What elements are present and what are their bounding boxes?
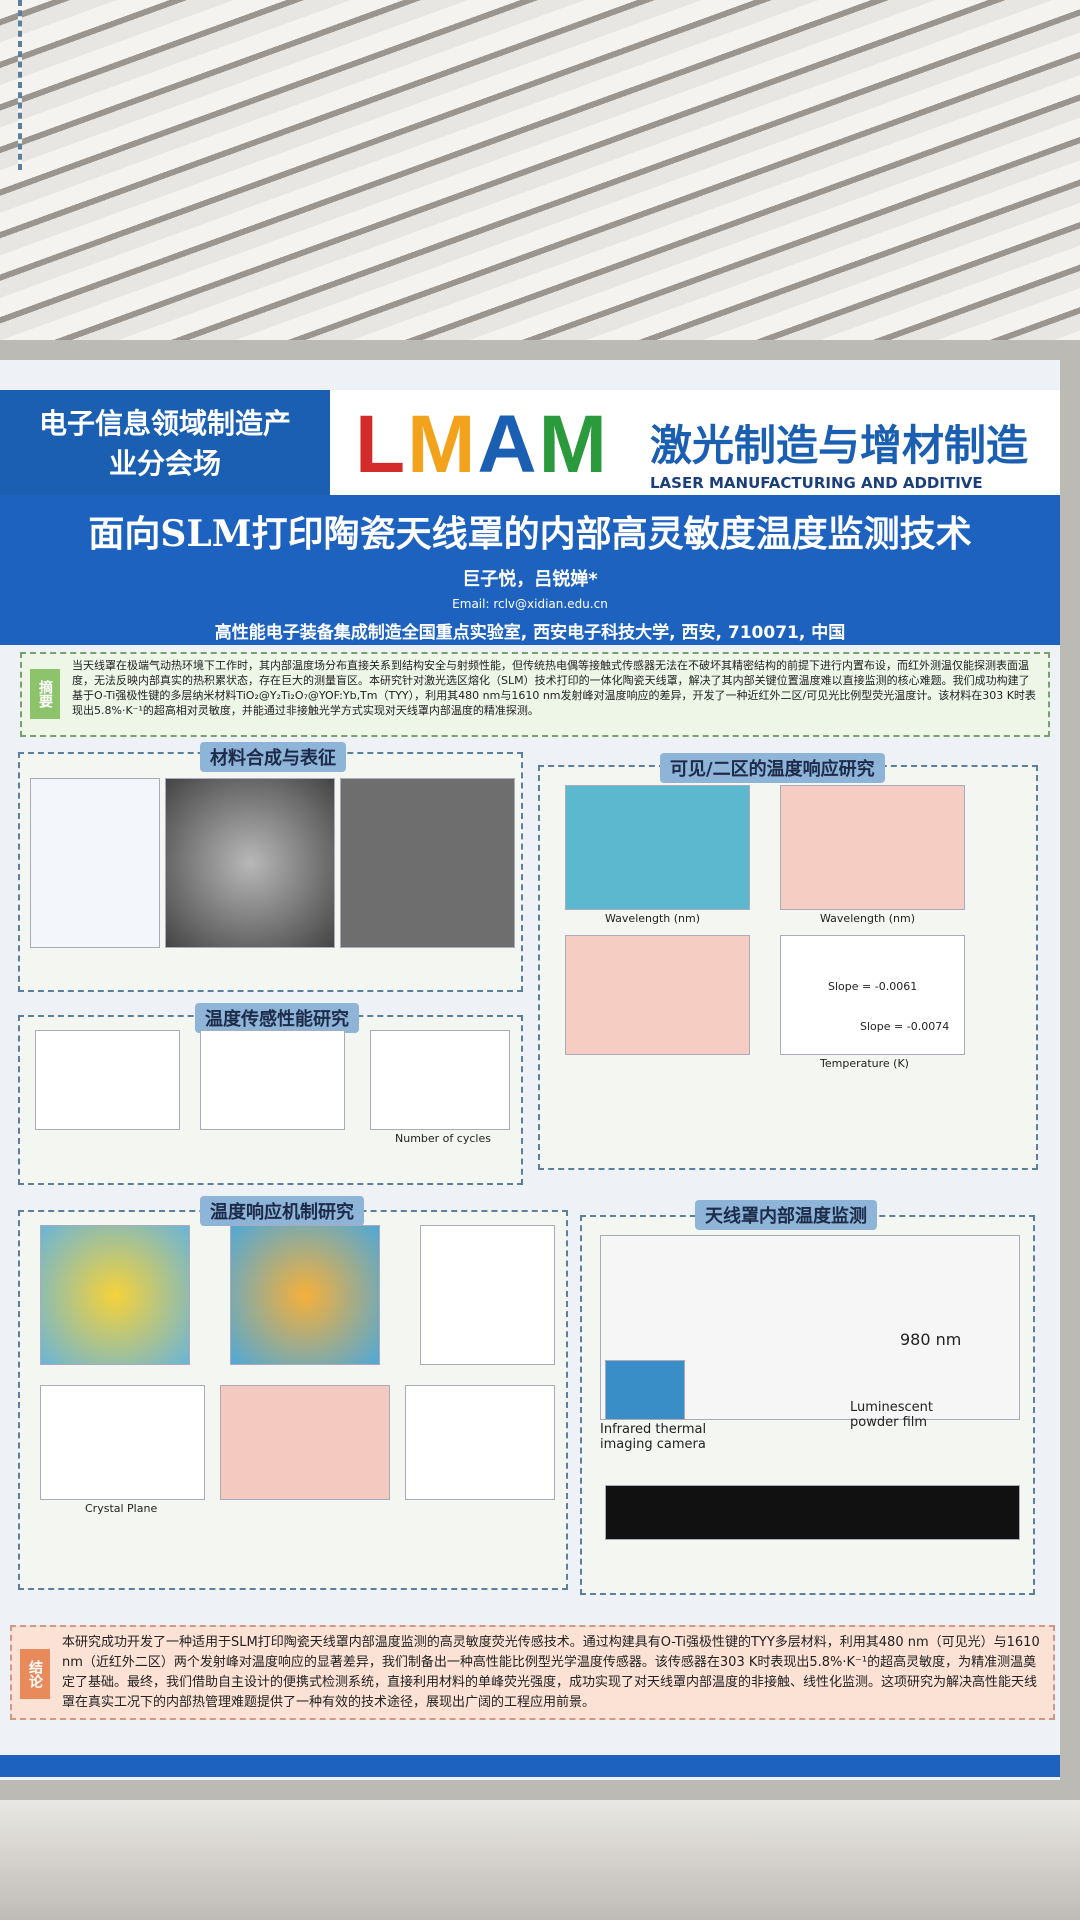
section-title: 温度传感性能研究 [195,1003,359,1033]
header-left: 电子信息领域制造产 业分会场 [0,390,330,495]
figure [165,778,335,948]
header-line: 电子信息领域制造产 [38,407,291,440]
section-title: 可见/二区的温度响应研究 [660,753,885,783]
figure [405,1385,555,1500]
title: 面向SLM打印陶瓷天线罩的内部高灵敏度温度监测技术 [88,513,972,555]
figure [340,778,515,948]
abstract-label: 摘要 [30,669,60,719]
figure [605,1485,1020,1540]
figure [605,1360,685,1420]
logo-letter: L [355,399,408,490]
header-cn: 激光制造与增材制造 [650,421,1029,470]
axis-label: Number of cycles [395,1132,491,1145]
annotation: 980 nm [900,1330,962,1349]
figure [200,1030,345,1130]
ceiling [0,0,1080,360]
figure [565,785,750,910]
axis-label: Crystal Plane [85,1502,158,1515]
authors: 巨子悦，吕锐婵* [462,569,598,590]
bottom-band [0,1755,1060,1777]
axis-label: Temperature (K) [820,1057,909,1070]
panel [18,0,22,170]
figure [370,1030,510,1130]
logo: LMAM [355,398,609,492]
conclusion-label: 结论 [20,1649,50,1699]
axis-label: Wavelength (nm) [820,912,916,925]
conclusion: 结论 本研究成功开发了一种适用于SLM打印陶瓷天线罩内部温度监测的高灵敏度荧光传… [10,1625,1055,1720]
figure [30,778,160,948]
annotation: Luminescent powder film [850,1400,934,1430]
logo-letter: A [477,399,539,490]
figure [40,1225,190,1365]
title-band [0,495,1060,645]
section-title: 材料合成与表征 [200,742,346,772]
figure [230,1225,380,1365]
figure [40,1385,205,1500]
abstract-text: 当天线罩在极端气动热环境下工作时，其内部温度场分布直接关系到结构安全与射频性能，… [72,659,1036,717]
figure [780,935,965,1055]
annotation: Slope = -0.0061 [828,980,918,993]
figure [420,1225,555,1365]
conclusion-text: 本研究成功开发了一种适用于SLM打印陶瓷天线罩内部温度监测的高灵敏度荧光传感技术… [62,1635,1040,1710]
section-title: 温度响应机制研究 [200,1196,364,1226]
logo-letter: M [538,399,609,490]
axis-label: Wavelength (nm) [605,912,701,925]
floor [0,1800,1080,1920]
figure [780,785,965,910]
email: Email: rclv@xidian.edu.cn [452,597,608,611]
annotation: Infrared thermal imaging camera [600,1422,707,1452]
figure [565,935,750,1055]
abstract: 摘要 当天线罩在极端气动热环境下工作时，其内部温度场分布直接关系到结构安全与射频… [20,652,1050,737]
header-line: 业分会场 [108,447,221,480]
affiliation: 高性能电子装备集成制造全国重点实验室, 西安电子科技大学, 西安, 710071… [214,623,846,643]
section-title: 天线罩内部温度监测 [695,1200,877,1230]
figure [220,1385,390,1500]
logo-letter: M [407,399,478,490]
annotation: Slope = -0.0074 [860,1020,950,1033]
figure [35,1030,180,1130]
